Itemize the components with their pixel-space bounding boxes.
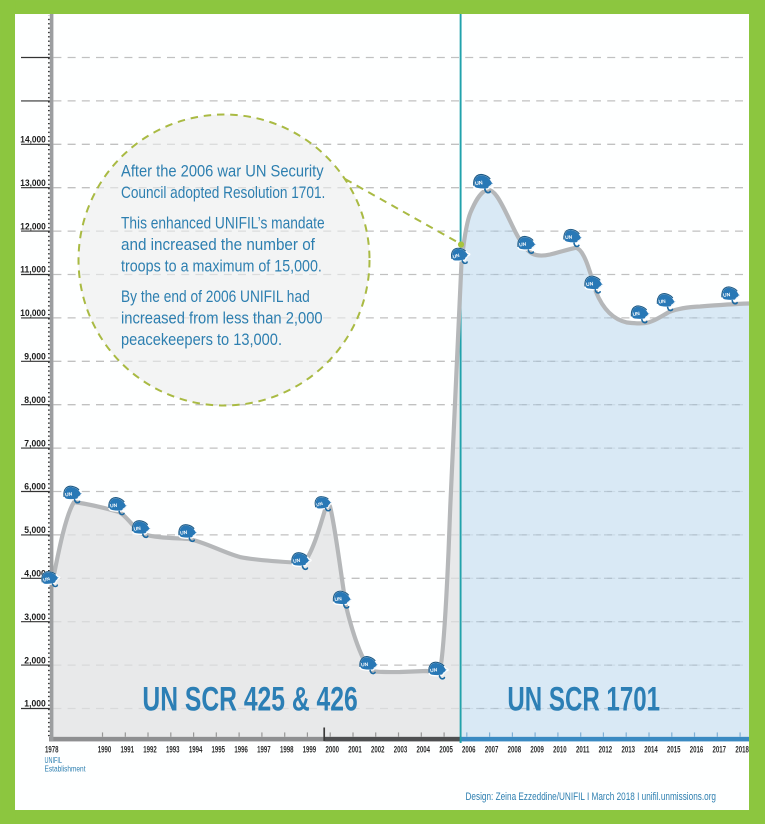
svg-text:1997: 1997 (257, 745, 271, 755)
svg-text:2015: 2015 (667, 745, 681, 755)
svg-text:13,000: 13,000 (20, 178, 45, 189)
svg-text:1990: 1990 (98, 745, 112, 755)
svg-text:2008: 2008 (508, 745, 522, 755)
svg-text:2006: 2006 (462, 745, 476, 755)
svg-text:2018: 2018 (735, 745, 749, 755)
svg-text:2010: 2010 (553, 745, 567, 755)
svg-text:After the 2006 war UN Security: After the 2006 war UN Security (121, 163, 324, 181)
svg-text:increased from less than 2,000: increased from less than 2,000 (121, 310, 323, 328)
svg-text:1992: 1992 (143, 745, 157, 755)
svg-text:2009: 2009 (530, 745, 544, 755)
svg-text:By the end of 2006 UNIFIL had: By the end of 2006 UNIFIL had (121, 288, 310, 306)
svg-text:3,000: 3,000 (24, 612, 45, 623)
svg-text:and increased the number of: and increased the number of (121, 236, 315, 254)
svg-text:troops to a maximum of 15,000.: troops to a maximum of 15,000. (121, 258, 322, 276)
svg-text:1,000: 1,000 (24, 699, 45, 710)
svg-text:Council adopted Resolution 170: Council adopted Resolution 1701. (121, 184, 325, 202)
svg-text:peacekeepers to 13,000.: peacekeepers to 13,000. (121, 331, 282, 349)
svg-text:2005: 2005 (439, 745, 453, 755)
svg-text:2011: 2011 (576, 745, 590, 755)
svg-text:5,000: 5,000 (24, 525, 45, 536)
svg-text:1978: 1978 (45, 745, 59, 755)
svg-text:2007: 2007 (485, 745, 499, 755)
svg-text:2001: 2001 (348, 745, 362, 755)
svg-text:1995: 1995 (212, 745, 226, 755)
svg-text:This enhanced UNIFIL’s mandate: This enhanced UNIFIL’s mandate (121, 215, 325, 233)
svg-text:1998: 1998 (280, 745, 294, 755)
svg-text:2016: 2016 (690, 745, 704, 755)
svg-text:2004: 2004 (417, 745, 431, 755)
svg-text:2013: 2013 (621, 745, 635, 755)
svg-text:7,000: 7,000 (24, 438, 45, 449)
svg-text:10,000: 10,000 (20, 308, 45, 319)
svg-text:9,000: 9,000 (24, 352, 45, 363)
svg-text:1994: 1994 (189, 745, 203, 755)
svg-text:UN SCR 425 & 426: UN SCR 425 & 426 (142, 680, 357, 718)
svg-text:1996: 1996 (234, 745, 248, 755)
svg-text:Establishment: Establishment (45, 764, 86, 774)
svg-text:14,000: 14,000 (20, 135, 45, 146)
svg-text:4,000: 4,000 (24, 569, 45, 580)
svg-text:2,000: 2,000 (24, 655, 45, 666)
svg-text:UNIFIL: UNIFIL (45, 755, 63, 765)
svg-text:1993: 1993 (166, 745, 180, 755)
svg-text:Design: Zeina Ezzeddine/UNIFIL: Design: Zeina Ezzeddine/UNIFIL I March 2… (466, 791, 717, 803)
svg-text:2002: 2002 (371, 745, 385, 755)
svg-text:8,000: 8,000 (24, 395, 45, 406)
svg-text:2017: 2017 (713, 745, 727, 755)
svg-text:11,000: 11,000 (20, 265, 45, 276)
svg-text:1999: 1999 (303, 745, 317, 755)
svg-text:2000: 2000 (325, 745, 339, 755)
svg-text:1991: 1991 (121, 745, 135, 755)
svg-text:2003: 2003 (394, 745, 408, 755)
svg-text:2012: 2012 (599, 745, 613, 755)
svg-text:2014: 2014 (644, 745, 658, 755)
svg-text:UN SCR 1701: UN SCR 1701 (507, 680, 660, 718)
svg-text:12,000: 12,000 (20, 221, 45, 232)
svg-text:6,000: 6,000 (24, 482, 45, 493)
